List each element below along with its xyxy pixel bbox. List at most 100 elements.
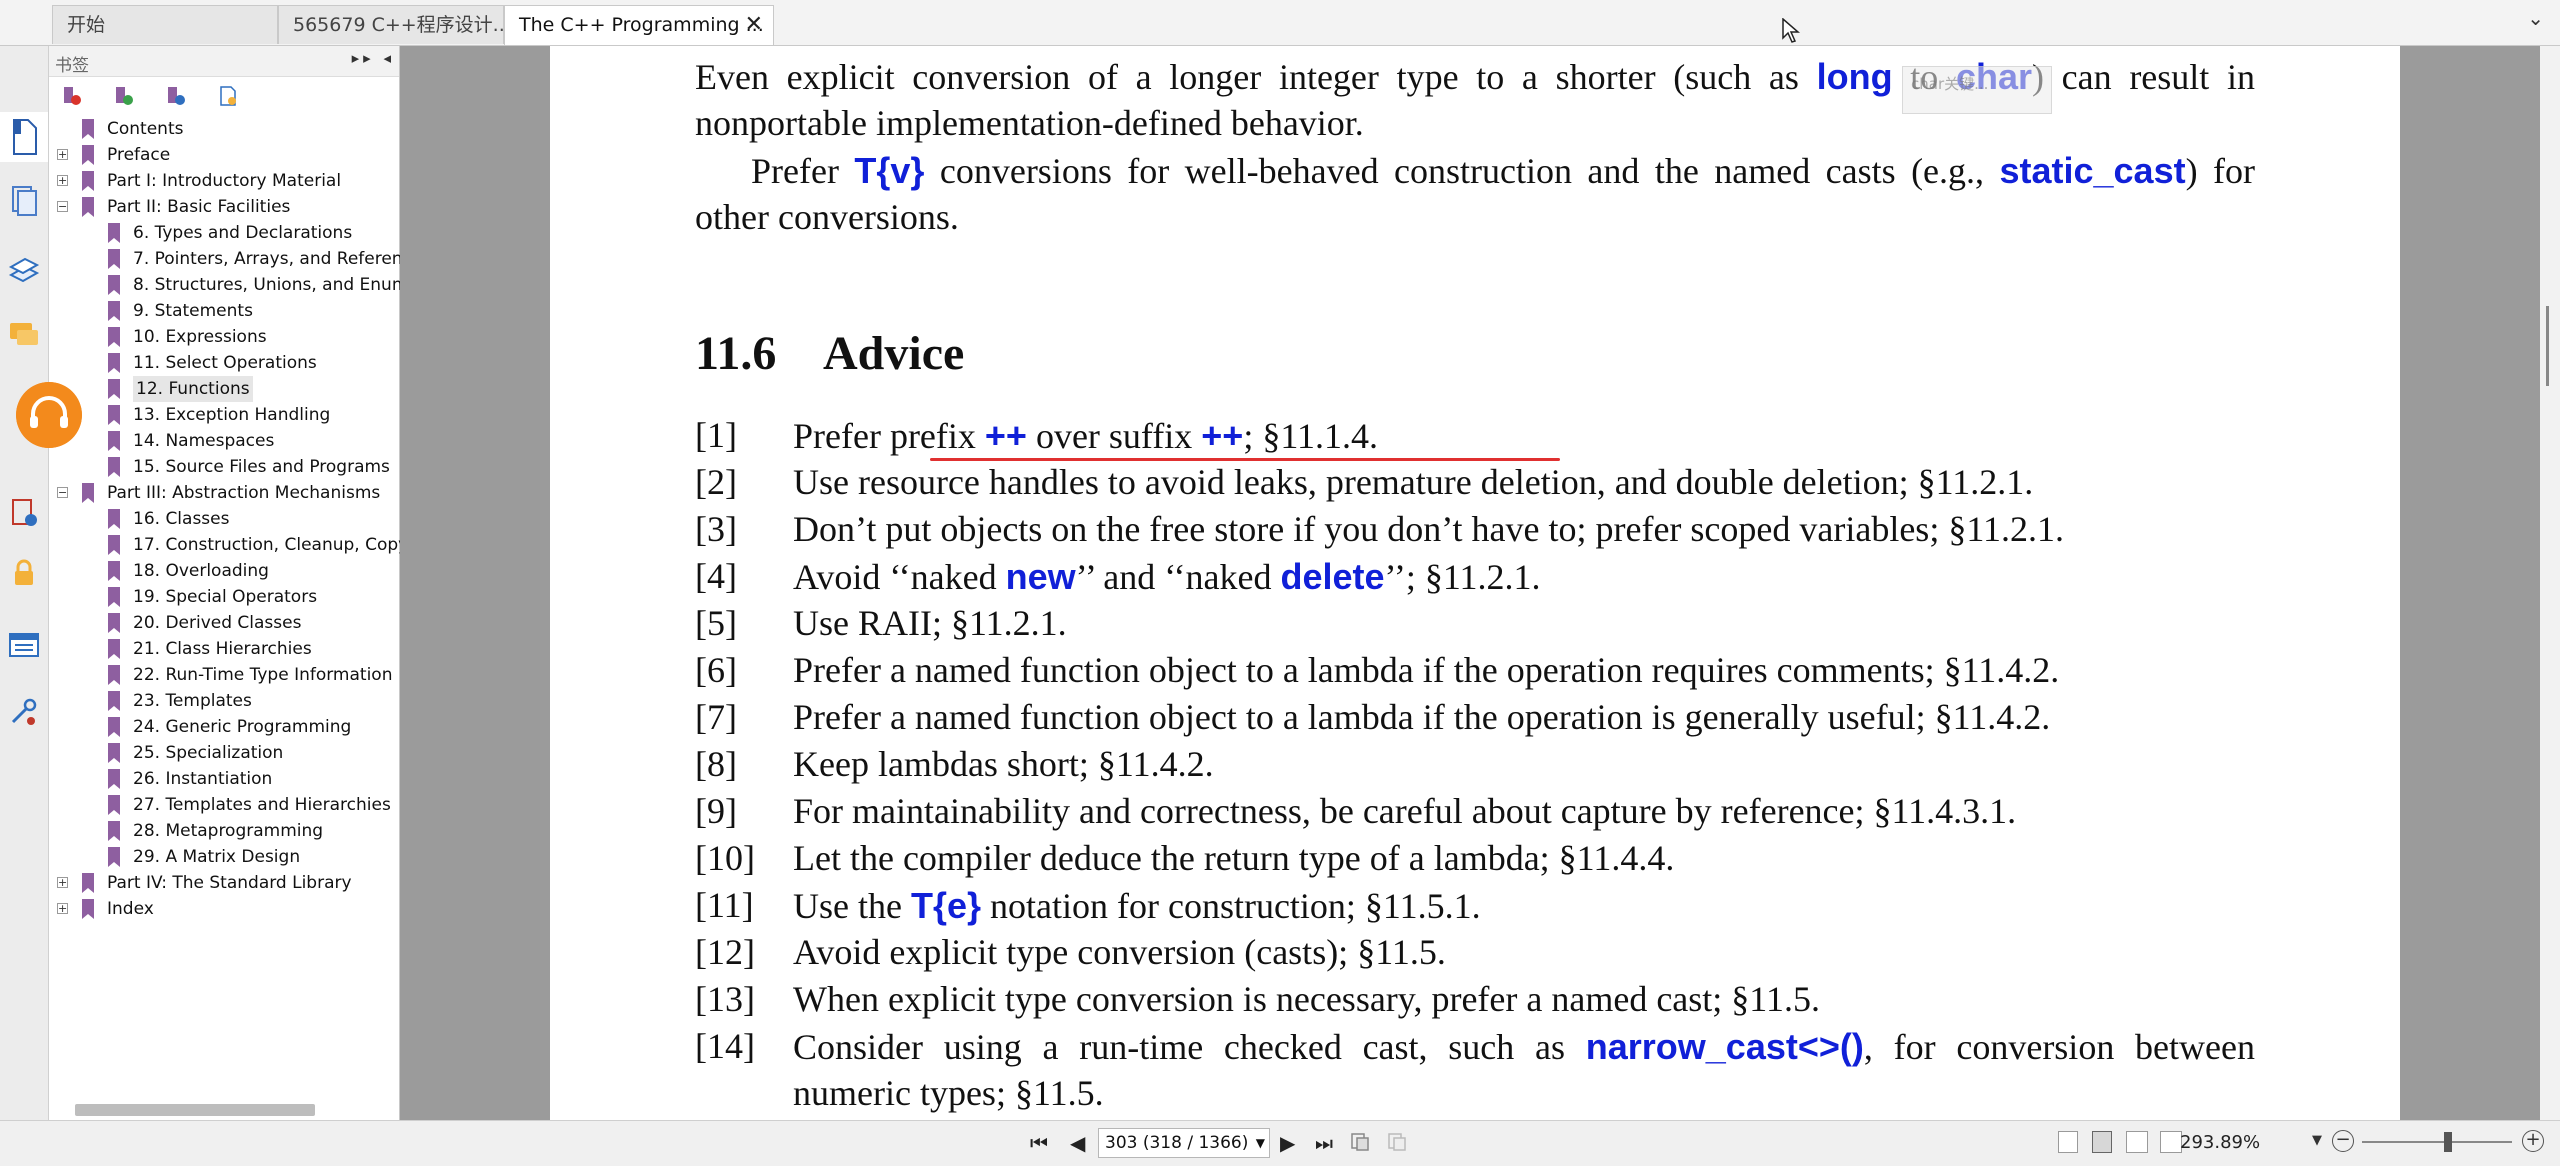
bookmark-label: 28. Metaprogramming [133,821,324,841]
status-bar: ⏮ ◀ 303 (318 / 1366) ▼ ▶ ⏭ 293.89% ▼ − + [0,1120,2560,1166]
pdf-page: Even explicit conversion of a longer int… [550,46,2400,1120]
advice-number: [10] [695,838,755,878]
bookmark-flag-icon [108,795,120,815]
previous-page-icon[interactable]: ◀ [1070,1131,1086,1155]
zoom-level[interactable]: 293.89% [2180,1132,2261,1153]
document-vertical-scrollbar[interactable] [2540,46,2560,1120]
code-keyword: narrow_cast<>() [1585,1026,1864,1067]
tab-start[interactable]: 开始 [52,5,278,44]
lock-icon[interactable] [7,556,41,590]
bookmark-label: 8. Structures, Unions, and Enumerations [133,275,478,295]
tab-label: 565679 C++程序设计... [293,14,504,36]
collapse-icon[interactable]: − [57,200,68,213]
pages-thumbnails-icon[interactable] [7,183,41,217]
scroll-thumb[interactable] [2546,306,2549,386]
bookmark-flag-icon [108,223,120,243]
zoom-slider-thumb[interactable] [2443,1132,2452,1152]
expand-icon[interactable]: + [57,876,68,889]
expand-bookmark-icon[interactable] [165,85,187,107]
comments-icon[interactable] [7,318,41,352]
bookmark-label: Part I: Introductory Material [107,171,342,191]
close-tab-icon[interactable]: ✕ [744,12,763,37]
bookmark-flag-icon [108,275,120,295]
bookmark-label: 29. A Matrix Design [133,847,301,867]
bookmark-label: 15. Source Files and Programs [133,457,390,477]
bookmark-label: 7. Pointers, Arrays, and References [133,249,432,269]
section-title: Advice [823,327,965,380]
bookmark-flag-icon [82,119,94,139]
text: Prefer prefix [793,416,985,456]
text: Let the compiler deduce the return type … [793,838,1675,878]
text: conversions for well-behaved constructio… [924,151,2000,191]
advice-text: Don’t put objects on the free store if y… [793,506,2255,553]
zoom-slider[interactable] [2362,1141,2512,1143]
continuous-facing-view-icon[interactable] [2160,1131,2182,1153]
add-bookmark-icon[interactable] [113,85,135,107]
advice-text: For maintainability and correctness, be … [793,788,2255,835]
zoom-chevron-down-icon[interactable]: ▼ [2312,1133,2322,1148]
text: Use RAII; §11.2.1. [793,603,1067,643]
next-page-icon[interactable]: ▶ [1280,1131,1296,1155]
zoom-out-icon[interactable]: − [2332,1130,2354,1152]
tools-icon[interactable] [7,696,41,730]
next-view-icon[interactable] [1387,1132,1407,1152]
page-number-select[interactable]: 303 (318 / 1366) ▼ [1098,1128,1270,1158]
bookmark-flag-icon [108,821,120,841]
bookmark-label: 25. Specialization [133,743,284,763]
panel-horizontal-scrollbar[interactable] [75,1104,315,1116]
advice-text: When explicit type conversion is necessa… [793,976,2255,1023]
tab-cpp-programming[interactable]: The C++ Programming ... ✕ [504,5,774,45]
advice-number: [3] [695,509,737,549]
first-page-icon[interactable]: ⏮ [1030,1131,1048,1155]
zoom-in-icon[interactable]: + [2522,1130,2544,1152]
signature-icon[interactable] [7,496,41,530]
bookmark-flag-icon [108,249,120,269]
annotation-underline[interactable] [930,458,1560,461]
panel-collapse-arrows-icon[interactable]: ▸▸ ◂ [351,49,395,67]
text: over suffix [1026,416,1202,456]
bookmark-properties-icon[interactable] [217,85,239,107]
bookmark-panel-title: 书签 [55,56,89,76]
delete-bookmark-icon[interactable] [61,85,83,107]
layers-icon[interactable] [7,253,41,287]
text: Keep lambdas short; §11.4.2. [793,744,1214,784]
advice-text: Prefer a named function object to a lamb… [793,694,2255,741]
collapse-icon[interactable]: − [57,486,68,499]
code-keyword: new [1005,556,1076,597]
text: Prefer a named function object to a lamb… [793,697,2051,737]
advice-text: Prefer prefix ++ over suffix ++; §11.1.4… [793,412,2255,460]
code-keyword: T{e} [910,885,981,926]
text: Consider using a run-time checked cast, … [793,1027,1586,1067]
bookmark-flag-icon [82,899,94,919]
tab-cpp-book-cn[interactable]: 565679 C++程序设计... [278,5,504,44]
document-viewport[interactable]: Even explicit conversion of a longer int… [400,46,2540,1120]
support-headset-icon[interactable] [16,382,82,448]
text: Use the [793,886,911,926]
bookmark-flag-icon [82,197,94,217]
expand-icon[interactable]: + [57,174,68,187]
expand-icon[interactable]: + [57,902,68,915]
bookmark-label: 12. Functions [133,376,253,402]
bookmark-tree: Contents + Preface + Part I: Introductory Ma… [49,116,502,1116]
bookmark-flag-icon [108,743,120,763]
continuous-view-icon[interactable] [2092,1131,2112,1153]
facing-view-icon[interactable] [2126,1131,2148,1153]
last-page-icon[interactable]: ⏭ [1315,1131,1333,1155]
bookmark-toolbar [49,77,399,113]
form-fields-icon[interactable] [7,628,41,662]
bookmarks-icon[interactable] [0,112,48,162]
text: Prefer [751,151,855,191]
bookmark-label: 19. Special Operators [133,587,318,607]
expand-icon[interactable]: + [57,148,68,161]
bookmark-label: 9. Statements [133,301,253,321]
advice-number: [11] [695,885,754,925]
section-heading: 11.6 Advice [695,326,964,381]
text: numeric types; §11.5. [793,1073,1104,1113]
single-page-view-icon[interactable] [2058,1131,2078,1153]
bookmark-label: 23. Templates [133,691,252,711]
bookmark-label: Contents [107,119,184,139]
previous-view-icon[interactable] [1350,1132,1370,1152]
tab-list-chevron-down-icon[interactable]: ⌄ [2527,6,2544,30]
advice-number: [12] [695,932,755,972]
bookmark-label: 11. Select Operations [133,353,317,373]
